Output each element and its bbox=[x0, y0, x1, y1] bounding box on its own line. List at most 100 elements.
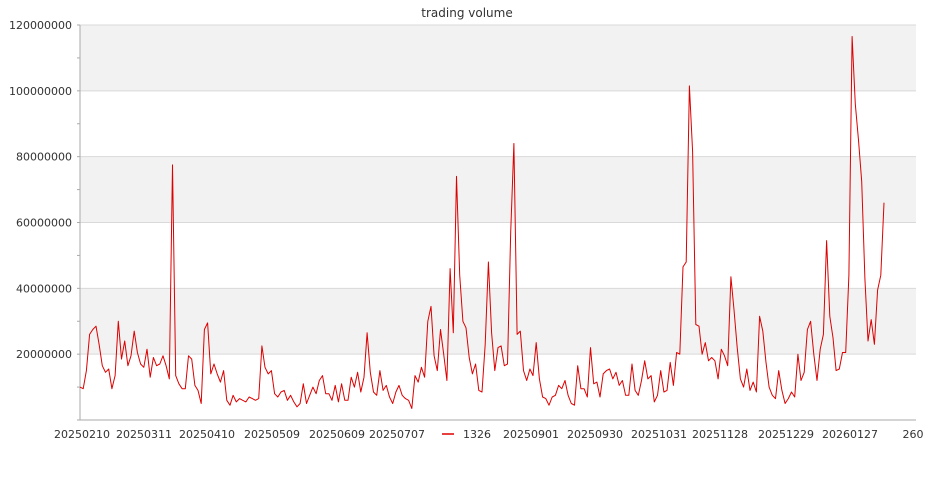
data-point bbox=[124, 340, 125, 341]
data-point bbox=[657, 395, 658, 396]
data-point bbox=[861, 181, 862, 182]
data-point bbox=[743, 387, 744, 388]
data-point bbox=[386, 385, 387, 386]
data-point bbox=[357, 372, 358, 373]
data-point bbox=[335, 385, 336, 386]
data-point bbox=[647, 378, 648, 379]
data-point bbox=[405, 398, 406, 399]
data-point bbox=[156, 365, 157, 366]
data-point bbox=[497, 347, 498, 348]
y-tick-label: 40000000 bbox=[16, 282, 72, 295]
data-point bbox=[797, 354, 798, 355]
data-point bbox=[622, 380, 623, 381]
data-point bbox=[753, 382, 754, 383]
data-point bbox=[577, 365, 578, 366]
data-point bbox=[130, 355, 131, 356]
data-point bbox=[759, 316, 760, 317]
data-point bbox=[268, 373, 269, 374]
data-point bbox=[724, 355, 725, 356]
data-point bbox=[280, 391, 281, 392]
data-point bbox=[781, 390, 782, 391]
series-line-1326 bbox=[79, 36, 885, 409]
series-layer bbox=[79, 36, 885, 409]
data-point bbox=[491, 332, 492, 333]
data-point bbox=[446, 380, 447, 381]
data-point bbox=[434, 355, 435, 356]
data-point bbox=[338, 401, 339, 402]
data-point bbox=[143, 367, 144, 368]
data-point bbox=[373, 391, 374, 392]
data-point bbox=[695, 324, 696, 325]
data-point bbox=[568, 395, 569, 396]
data-point bbox=[686, 261, 687, 262]
data-point bbox=[507, 363, 508, 364]
data-point bbox=[769, 387, 770, 388]
data-point bbox=[293, 401, 294, 402]
data-point bbox=[134, 331, 135, 332]
data-point bbox=[823, 334, 824, 335]
data-point bbox=[660, 370, 661, 371]
data-point bbox=[794, 396, 795, 397]
data-point bbox=[552, 396, 553, 397]
grid-band bbox=[80, 288, 916, 355]
data-point bbox=[864, 278, 865, 279]
x-tick-label: 20250930 bbox=[567, 428, 623, 441]
data-point bbox=[223, 370, 224, 371]
data-point bbox=[102, 365, 103, 366]
data-point bbox=[172, 164, 173, 165]
data-point bbox=[411, 408, 412, 409]
data-point bbox=[635, 390, 636, 391]
data-point bbox=[698, 326, 699, 327]
data-point bbox=[443, 354, 444, 355]
data-point bbox=[99, 344, 100, 345]
data-point bbox=[772, 395, 773, 396]
data-point bbox=[287, 400, 288, 401]
data-point bbox=[207, 322, 208, 323]
data-point bbox=[300, 403, 301, 404]
data-point bbox=[255, 400, 256, 401]
data-point bbox=[258, 398, 259, 399]
data-point bbox=[574, 405, 575, 406]
data-point bbox=[858, 140, 859, 141]
data-point bbox=[472, 373, 473, 374]
data-point bbox=[513, 143, 514, 144]
data-point bbox=[360, 391, 361, 392]
data-point bbox=[603, 373, 604, 374]
data-point bbox=[363, 377, 364, 378]
data-point bbox=[542, 396, 543, 397]
data-point bbox=[213, 363, 214, 364]
data-point bbox=[829, 316, 830, 317]
data-point bbox=[867, 340, 868, 341]
data-point bbox=[86, 370, 87, 371]
data-point bbox=[79, 387, 80, 388]
data-point bbox=[692, 151, 693, 152]
data-point bbox=[545, 398, 546, 399]
data-point bbox=[395, 391, 396, 392]
grid-band bbox=[80, 156, 916, 223]
data-point bbox=[178, 383, 179, 384]
data-point bbox=[331, 400, 332, 401]
data-point bbox=[127, 365, 128, 366]
data-point bbox=[146, 349, 147, 350]
data-point bbox=[526, 380, 527, 381]
data-point bbox=[137, 352, 138, 353]
data-point bbox=[111, 388, 112, 389]
data-point bbox=[788, 398, 789, 399]
data-point bbox=[883, 202, 884, 203]
data-point bbox=[580, 388, 581, 389]
data-point bbox=[682, 266, 683, 267]
data-point bbox=[440, 329, 441, 330]
data-point bbox=[510, 232, 511, 233]
data-point bbox=[316, 393, 317, 394]
data-point bbox=[539, 378, 540, 379]
data-point bbox=[421, 367, 422, 368]
data-point bbox=[804, 372, 805, 373]
data-point bbox=[529, 368, 530, 369]
data-point bbox=[584, 388, 585, 389]
data-point bbox=[778, 370, 779, 371]
data-point bbox=[354, 387, 355, 388]
data-point bbox=[92, 329, 93, 330]
data-point bbox=[615, 372, 616, 373]
data-point bbox=[564, 380, 565, 381]
